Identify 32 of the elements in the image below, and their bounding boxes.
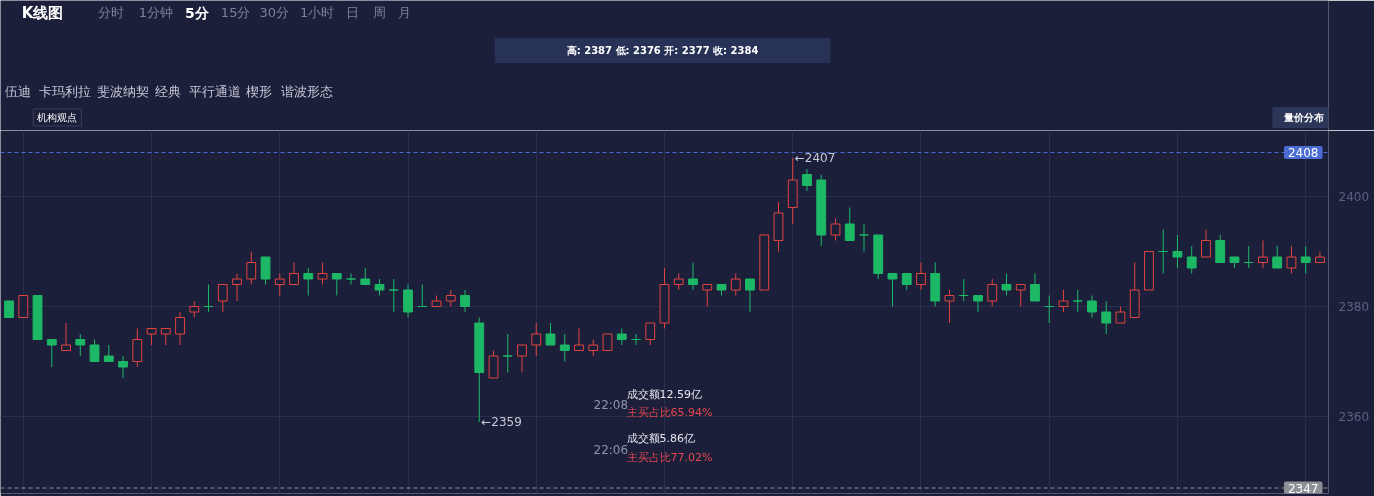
text: 15分 (220, 5, 251, 20)
text: 斐波纳契 (97, 84, 150, 99)
y-tick-label: 2360 (1338, 410, 1370, 424)
annotation: 成交额12.59亿 (626, 388, 702, 401)
annotation: ←2359 (481, 415, 522, 429)
annotation: 22:06 (593, 442, 629, 457)
text: 1分钟 (138, 5, 173, 20)
text: 月 (397, 5, 411, 20)
annotation: 成交额5.86亿 (626, 432, 695, 445)
annotation: 主买占比65.94% (626, 406, 713, 419)
text: 伍迪 (5, 84, 32, 99)
ref-line-label: 2408 (1287, 146, 1319, 160)
text: 楔形 (246, 84, 272, 99)
text: 机构观点 (37, 112, 78, 123)
text: 日 (345, 5, 359, 20)
text: 卡玛利拉 (39, 84, 92, 99)
chart-title: K线图 (21, 3, 64, 22)
text: 分时 (98, 5, 125, 20)
text: 周 (372, 5, 386, 20)
chart-subtitle: 高: 2387 低: 2376 开: 2377 收: 2384 (566, 45, 759, 56)
text: 1小时 (300, 5, 335, 20)
text: 经典 (155, 84, 182, 99)
text: 30分 (259, 5, 290, 20)
text: 平行通道 (188, 84, 241, 99)
text: 5分 (185, 4, 210, 21)
ref-line-label: 2347 (1287, 481, 1319, 496)
y-tick-label: 2400 (1338, 190, 1370, 204)
text: 谐波形态 (280, 84, 333, 99)
y-tick-label: 2380 (1338, 300, 1370, 314)
annotation: 主买占比77.02% (626, 451, 713, 464)
annotation: ←2407 (794, 151, 836, 165)
text: 量价分布 (1283, 112, 1325, 123)
